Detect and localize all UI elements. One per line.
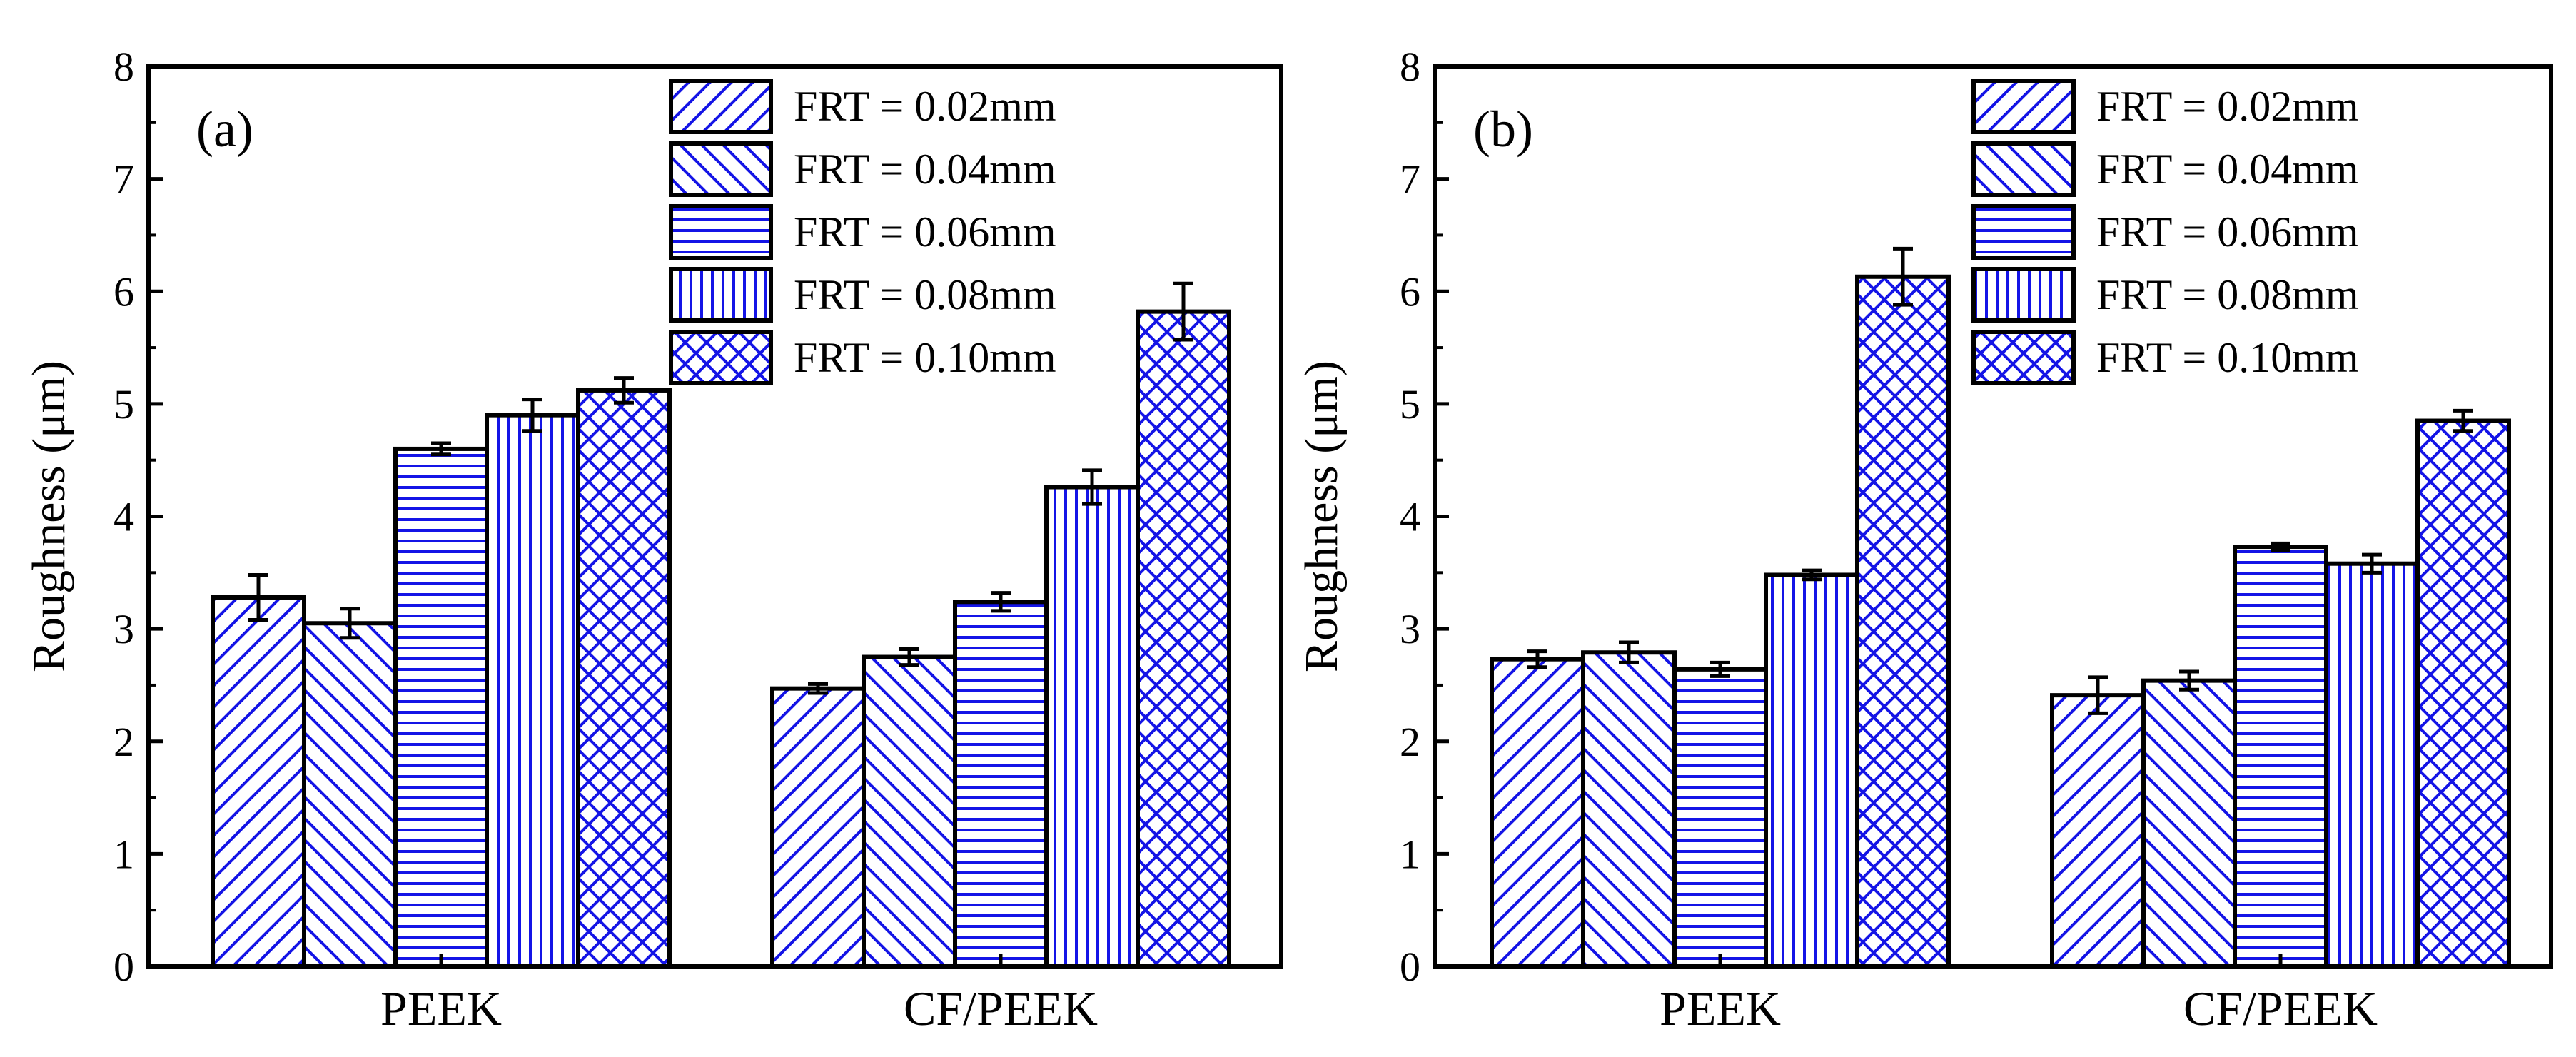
- legend-label: FRT = 0.02mm: [794, 83, 1056, 130]
- y-tick-label: 7: [113, 156, 134, 203]
- bar-diag-down-peek: [302, 621, 398, 969]
- x-tick-label: PEEK: [380, 981, 502, 1036]
- legend-swatch-vertical: [1971, 267, 2076, 323]
- error-bar: [431, 441, 451, 457]
- y-tick-label: 0: [1400, 944, 1420, 990]
- legend-label: FRT = 0.04mm: [794, 146, 1056, 193]
- y-tick-label: 4: [1400, 494, 1420, 540]
- error-bar: [1173, 281, 1193, 342]
- error-bar: [1802, 568, 1822, 582]
- bar-crosshatch-cf-peek: [2415, 418, 2511, 969]
- bar-vertical-peek: [485, 413, 580, 969]
- y-axis-title: Roughness (μm): [1295, 360, 1348, 672]
- legend-swatch-diag-up: [1971, 79, 2076, 134]
- legend-label: FRT = 0.06mm: [794, 208, 1056, 256]
- legend-label: FRT = 0.10mm: [794, 334, 1056, 381]
- error-bar: [2179, 669, 2199, 692]
- error-bar: [1619, 640, 1639, 664]
- error-bar: [2271, 541, 2290, 552]
- legend-label: FRT = 0.10mm: [2096, 334, 2359, 381]
- x-tick-label: CF/PEEK: [904, 981, 1098, 1036]
- error-bar: [2088, 675, 2108, 715]
- legend-label: FRT = 0.08mm: [794, 271, 1056, 318]
- error-bar: [2453, 408, 2473, 433]
- error-bar: [808, 682, 828, 695]
- bar-crosshatch-peek: [576, 388, 672, 969]
- error-bar: [522, 398, 542, 433]
- bar-horizontal-peek: [393, 446, 489, 969]
- legend-swatch-diag-up: [669, 79, 773, 134]
- panel-label: (a): [196, 101, 253, 158]
- bar-vertical-cf-peek: [2324, 561, 2420, 969]
- y-tick-label: 6: [113, 268, 134, 315]
- bar-crosshatch-cf-peek: [1136, 309, 1231, 969]
- y-tick-label: 5: [1400, 381, 1420, 428]
- legend: FRT = 0.02mm FRT = 0.04mm FRT = 0.06mm FRT …: [1971, 79, 2359, 385]
- y-tick-label: 2: [113, 719, 134, 765]
- bar-diag-up-peek: [1490, 657, 1585, 969]
- legend-label: FRT = 0.04mm: [2096, 146, 2359, 193]
- bar-vertical-cf-peek: [1044, 485, 1140, 969]
- x-tick-label: PEEK: [1660, 981, 1781, 1036]
- legend-swatch-horizontal: [669, 204, 773, 260]
- legend-swatch-diag-down: [669, 141, 773, 197]
- bar-horizontal-cf-peek: [2233, 545, 2328, 969]
- y-tick-label: 3: [1400, 606, 1420, 652]
- y-tick-label: 1: [1400, 831, 1420, 877]
- legend-swatch-horizontal: [1971, 204, 2076, 260]
- bar-horizontal-cf-peek: [953, 600, 1049, 969]
- bar-diag-down-peek: [1581, 650, 1677, 969]
- error-bar: [1082, 468, 1102, 506]
- y-tick-label: 6: [1400, 268, 1420, 315]
- error-bar: [340, 607, 360, 640]
- bar-crosshatch-peek: [1855, 274, 1951, 969]
- bar-diag-up-peek: [211, 595, 306, 969]
- error-bar: [614, 376, 634, 405]
- error-bar: [899, 647, 919, 667]
- bar-horizontal-peek: [1672, 667, 1768, 969]
- bar-diag-down-cf-peek: [2141, 678, 2237, 969]
- error-bar: [991, 591, 1011, 613]
- y-tick-label: 2: [1400, 719, 1420, 765]
- legend-label: FRT = 0.06mm: [2096, 208, 2359, 256]
- y-tick-label: 5: [113, 381, 134, 428]
- legend-swatch-crosshatch: [669, 330, 773, 385]
- error-bar: [1710, 660, 1730, 678]
- y-tick-label: 8: [1400, 44, 1420, 90]
- y-tick-label: 4: [113, 494, 134, 540]
- y-tick-label: 3: [113, 606, 134, 652]
- bar-diag-down-cf-peek: [862, 654, 957, 969]
- legend-swatch-crosshatch: [1971, 330, 2076, 385]
- y-tick-label: 7: [1400, 156, 1420, 203]
- bar-diag-up-cf-peek: [770, 686, 866, 969]
- chart-panel-b: 0 1 2 3 4 5 6 7 8 PEEK CF/PEEK Roughness (μm) (b) FRT…: [1295, 44, 2553, 1036]
- legend: FRT = 0.02mm FRT = 0.04mm FRT = 0.06mm FRT …: [669, 79, 1056, 385]
- y-tick-label: 1: [113, 831, 134, 877]
- bar-vertical-peek: [1764, 572, 1859, 969]
- panel-label: (b): [1473, 101, 1533, 158]
- legend-label: FRT = 0.08mm: [2096, 271, 2359, 318]
- legend-swatch-diag-down: [1971, 141, 2076, 197]
- y-axis-title: Roughness (μm): [23, 360, 75, 672]
- legend-label: FRT = 0.02mm: [2096, 83, 2359, 130]
- error-bar: [1893, 246, 1913, 307]
- y-tick-label: 8: [113, 44, 134, 90]
- chart-panel-a: 0 1 2 3 4 5 6 7 8 PEEK CF/PEEK Roughness (μm) (a) FRT…: [23, 44, 1283, 1036]
- legend-swatch-vertical: [669, 267, 773, 323]
- bar-diag-up-cf-peek: [2050, 693, 2146, 969]
- x-tick-label: CF/PEEK: [2183, 981, 2378, 1036]
- error-bar: [2362, 552, 2382, 575]
- error-bar: [248, 572, 268, 622]
- error-bar: [1527, 649, 1547, 669]
- y-tick-label: 0: [113, 944, 134, 990]
